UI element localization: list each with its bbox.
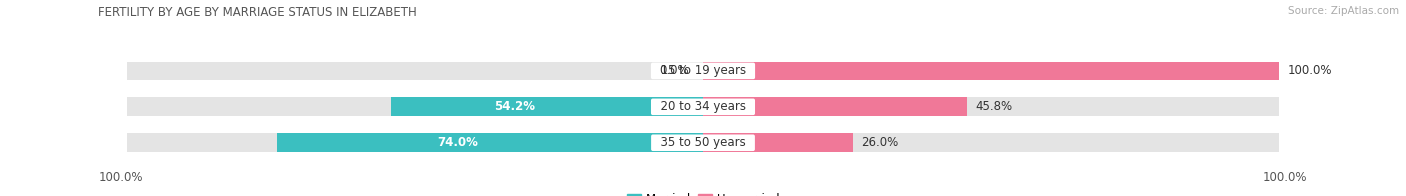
Text: 100.0%: 100.0% bbox=[1288, 64, 1331, 77]
Legend: Married, Unmarried: Married, Unmarried bbox=[621, 188, 785, 196]
Text: 54.2%: 54.2% bbox=[495, 100, 536, 113]
Text: 100.0%: 100.0% bbox=[1263, 171, 1308, 184]
Text: 15 to 19 years: 15 to 19 years bbox=[652, 64, 754, 77]
Bar bbox=[127, 62, 703, 80]
Text: 74.0%: 74.0% bbox=[437, 136, 478, 149]
Bar bbox=[703, 62, 1279, 80]
Text: 45.8%: 45.8% bbox=[976, 100, 1012, 113]
Bar bbox=[277, 133, 703, 152]
Text: 26.0%: 26.0% bbox=[862, 136, 898, 149]
Text: Source: ZipAtlas.com: Source: ZipAtlas.com bbox=[1288, 6, 1399, 16]
Bar bbox=[703, 97, 967, 116]
Bar bbox=[703, 133, 1279, 152]
Bar bbox=[127, 133, 703, 152]
Bar bbox=[703, 97, 1279, 116]
Bar bbox=[703, 62, 1279, 80]
Bar bbox=[127, 97, 703, 116]
Text: 20 to 34 years: 20 to 34 years bbox=[652, 100, 754, 113]
Text: 100.0%: 100.0% bbox=[98, 171, 143, 184]
Text: 35 to 50 years: 35 to 50 years bbox=[652, 136, 754, 149]
Bar bbox=[703, 133, 852, 152]
Text: 0.0%: 0.0% bbox=[659, 64, 689, 77]
Text: FERTILITY BY AGE BY MARRIAGE STATUS IN ELIZABETH: FERTILITY BY AGE BY MARRIAGE STATUS IN E… bbox=[98, 6, 418, 19]
Bar bbox=[391, 97, 703, 116]
